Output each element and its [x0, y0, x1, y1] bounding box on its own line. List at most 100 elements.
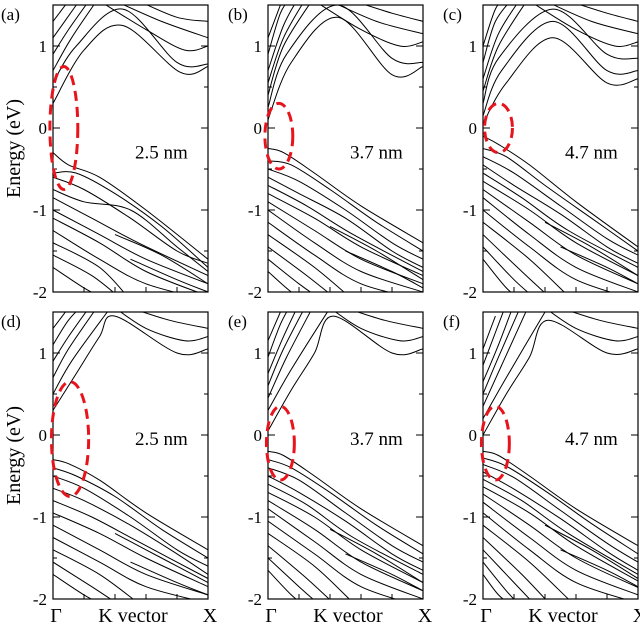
- band-line: [483, 537, 546, 599]
- x-axis-label: K vector: [98, 605, 168, 627]
- band-line: [53, 5, 67, 22]
- y-tick-label: -1: [463, 508, 477, 527]
- band-line: [268, 312, 311, 399]
- band-line: [329, 225, 423, 281]
- band-line: [483, 450, 638, 547]
- band-line: [53, 500, 208, 579]
- band-line: [337, 5, 423, 35]
- band-line: [53, 176, 208, 264]
- band-line: [268, 234, 345, 292]
- panel-d: 1 0 -1 -2 (d) 2.5 nm Γ K vector X Energy (eV): [1, 311, 218, 627]
- size-annotation: 4.7 nm: [565, 429, 618, 450]
- band-line: [146, 5, 208, 22]
- highlight-ellipse: [264, 404, 296, 482]
- panel-e: 1 0 -1 -2 (e) 3.7 nm Γ K vector X: [228, 311, 433, 627]
- band-line: [53, 537, 193, 599]
- highlight-ellipse: [483, 101, 514, 155]
- highlight-ellipse: [263, 101, 295, 171]
- band-line: [483, 493, 638, 588]
- band-line: [53, 5, 77, 39]
- band-line: [268, 459, 423, 555]
- bands: [483, 5, 638, 292]
- band-line: [130, 258, 208, 292]
- band-line: [53, 24, 208, 104]
- band-line: [483, 246, 529, 292]
- band-line: [53, 217, 199, 292]
- band-line: [483, 5, 525, 92]
- band-line: [552, 5, 638, 35]
- band-line: [483, 234, 545, 292]
- highlight-ellipse: [48, 65, 80, 191]
- band-line: [268, 16, 423, 120]
- y-tick-label: -1: [33, 201, 47, 220]
- y-tick-label: 1: [254, 37, 263, 56]
- band-line: [483, 5, 517, 79]
- band-line: [483, 148, 638, 252]
- y-tick-label: -1: [248, 201, 262, 220]
- band-line: [268, 5, 303, 84]
- y-tick-label: -2: [463, 590, 477, 609]
- band-line: [483, 312, 527, 407]
- band-line: [268, 221, 390, 292]
- band-line: [53, 312, 77, 346]
- band-line: [483, 5, 508, 63]
- band-line: [483, 312, 519, 395]
- band-line: [53, 152, 208, 260]
- size-annotation: 3.7 nm: [350, 143, 403, 164]
- band-line: [483, 471, 638, 571]
- band-line: [53, 266, 93, 292]
- y-tick-label: 1: [254, 344, 263, 363]
- band-line: [268, 184, 423, 272]
- band-line: [483, 574, 504, 599]
- y-tick-label: 1: [39, 37, 48, 56]
- band-line: [483, 524, 569, 599]
- band-line: [268, 209, 423, 292]
- highlight-ellipse: [49, 380, 91, 499]
- band-line: [268, 312, 304, 386]
- band-line: [268, 312, 288, 358]
- band-line: [268, 5, 310, 96]
- band-line: [579, 5, 638, 22]
- band-line: [483, 312, 504, 366]
- band-line: [334, 312, 423, 342]
- panel-c: 1 0 -1 -2 (c) 4.7 nm: [443, 4, 639, 302]
- bands: [268, 5, 423, 292]
- band-line: [53, 561, 112, 599]
- band-line: [53, 549, 134, 599]
- y-tick-label: 0: [254, 426, 263, 445]
- band-line: [53, 5, 87, 55]
- panel-label: (f): [443, 312, 460, 331]
- panel-b: 1 0 -1 -2 (b) 3.7 nm: [228, 4, 424, 302]
- band-line: [560, 549, 638, 588]
- band-line: [483, 486, 638, 582]
- band-line: [53, 8, 208, 84]
- y-tick-label: 0: [469, 426, 478, 445]
- size-annotation: 2.5 nm: [135, 143, 188, 164]
- plot-frame: [267, 4, 424, 293]
- band-line: [483, 172, 638, 268]
- band-line: [268, 569, 297, 599]
- band-line: [483, 561, 515, 599]
- band-line: [268, 258, 312, 292]
- plot-frame: [52, 311, 209, 600]
- y-axis-label: Energy (eV): [3, 99, 25, 198]
- band-line: [483, 258, 512, 292]
- y-tick-label: 0: [254, 119, 263, 138]
- band-line: [119, 312, 208, 342]
- band-line: [268, 483, 423, 575]
- band-line: [483, 478, 638, 575]
- band-line: [483, 312, 546, 419]
- band-line: [483, 501, 638, 596]
- band-line: [483, 156, 638, 256]
- size-annotation: 4.7 nm: [565, 143, 618, 164]
- y-tick-label: -2: [248, 590, 262, 609]
- band-line: [53, 312, 87, 362]
- band-line: [141, 312, 208, 329]
- band-line: [571, 312, 638, 329]
- band-line: [560, 246, 638, 285]
- band-line: [53, 312, 95, 378]
- band-line: [549, 312, 638, 342]
- band-line: [364, 5, 423, 22]
- band-line: [268, 491, 423, 584]
- band-line: [53, 315, 208, 411]
